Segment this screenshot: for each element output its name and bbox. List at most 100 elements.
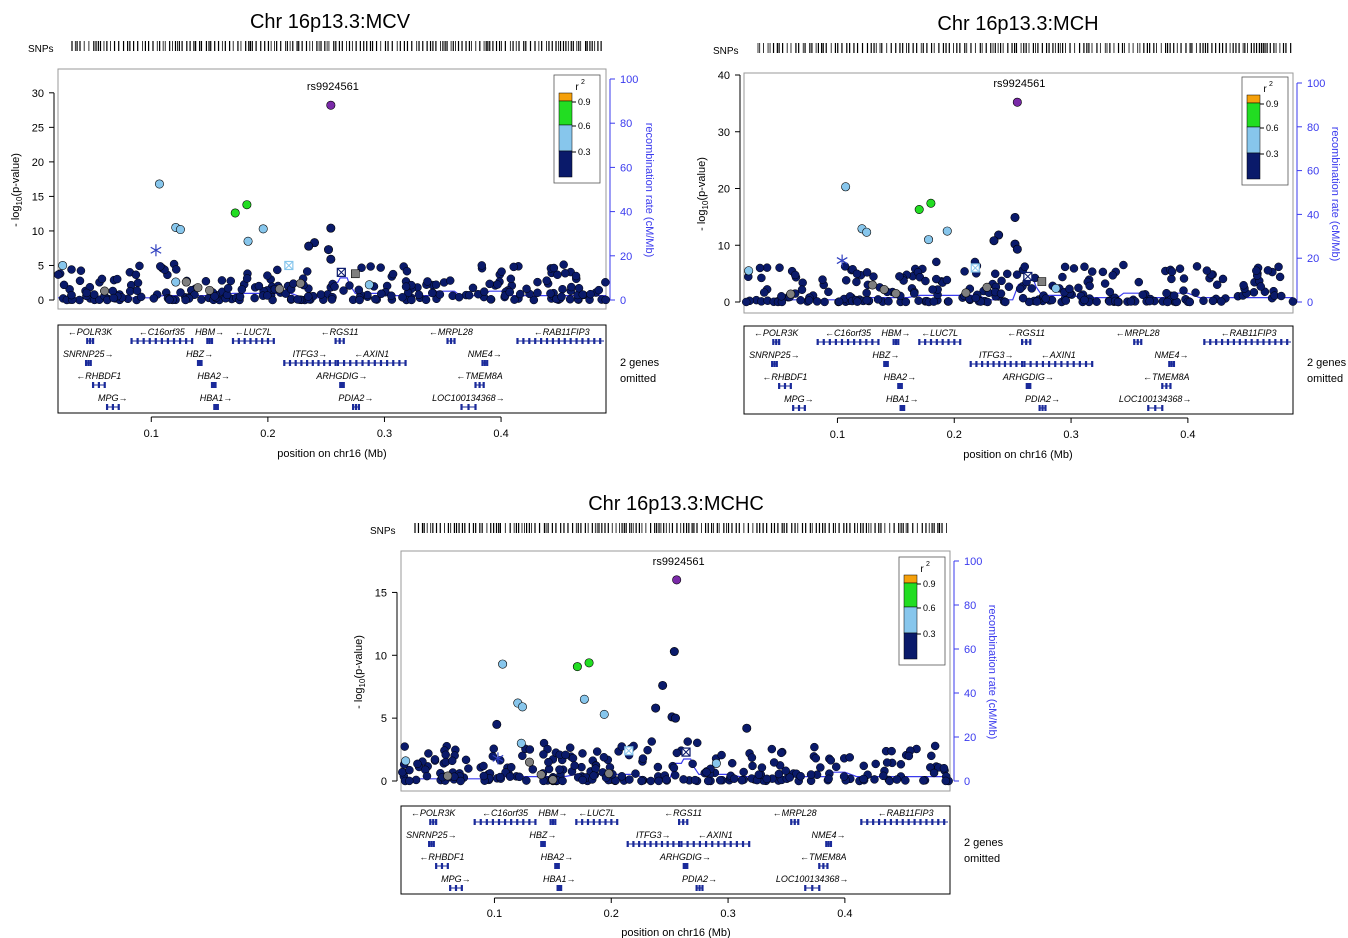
gene-exon xyxy=(528,338,531,344)
legend-tick-label: 0.6 xyxy=(1266,123,1279,133)
x-tick-label: 0.1 xyxy=(144,428,159,440)
snp-point xyxy=(775,263,784,272)
snp-point-highlight xyxy=(879,285,889,295)
snp-point xyxy=(454,292,464,302)
y2-axis: 0 20 40 60 80 100 xyxy=(953,556,982,788)
gene-exon xyxy=(701,885,704,891)
snp-point-highlight xyxy=(651,703,661,713)
snp-point xyxy=(445,276,455,285)
gene-exon xyxy=(428,841,431,847)
y2-tick-label: 40 xyxy=(1307,209,1319,221)
snp-point xyxy=(133,278,143,288)
gene-snrnp25: SNRNP25→ xyxy=(63,349,114,366)
y-axis: 0 10 20 30 40 xyxy=(718,70,741,309)
gene-label: ←MRPL28 xyxy=(1116,328,1160,338)
x-tick-label: 0.2 xyxy=(260,428,275,440)
legend-swatch xyxy=(1246,102,1261,128)
snp-point xyxy=(759,288,769,297)
gene-exon xyxy=(386,360,389,366)
crossed-square-marker xyxy=(681,747,691,757)
gene-label: ←TMEM8A xyxy=(456,371,503,381)
snp-point xyxy=(914,296,923,305)
snp-point xyxy=(702,768,711,777)
snp-point xyxy=(435,290,445,299)
snp-point-highlight xyxy=(1051,283,1061,293)
gene-label: ←RAB11FIP3 xyxy=(1221,328,1277,338)
snp-point-highlight xyxy=(536,770,546,780)
snp-point xyxy=(873,295,883,304)
gene-exon xyxy=(214,382,217,388)
gene-exon xyxy=(711,841,714,847)
x-tick-label: 0.3 xyxy=(720,908,735,920)
gene-exon xyxy=(975,361,978,367)
gene-label: HBM→ xyxy=(538,808,567,818)
snp-point xyxy=(637,776,646,786)
snp-point xyxy=(767,744,777,754)
gene-label: ←RAB11FIP3 xyxy=(878,808,934,818)
snp-point xyxy=(1027,284,1036,293)
r2-legend: r 2 0.9 0.6 0.3 xyxy=(898,556,946,666)
snp-point xyxy=(59,280,69,290)
x-tick-label: 0.4 xyxy=(1180,429,1195,441)
gene-exon xyxy=(581,819,584,825)
gene-exon xyxy=(575,819,578,825)
gene-exon xyxy=(610,819,613,825)
gene-exon xyxy=(1078,361,1081,367)
snp-point-highlight xyxy=(961,288,971,298)
gene-label: HBA1→ xyxy=(886,394,919,404)
snp-point xyxy=(1138,290,1148,300)
snp-point-highlight xyxy=(498,659,508,669)
gene-label: ←AXIN1 xyxy=(1041,350,1076,360)
gene-exon xyxy=(822,339,825,345)
gene-label: ←TMEM8A xyxy=(1143,372,1190,382)
snp-point xyxy=(97,274,107,284)
snp-point xyxy=(941,776,951,786)
gene-label: ←C16orf35 xyxy=(482,808,529,818)
y-tick-label: 0 xyxy=(724,297,730,309)
gene-exon xyxy=(554,863,557,869)
snp-point xyxy=(643,745,652,755)
snp-point xyxy=(560,269,570,278)
snp-point xyxy=(558,776,567,786)
gene-exon xyxy=(1168,361,1171,367)
gene-exon xyxy=(1172,361,1176,367)
snp-point xyxy=(870,775,879,784)
snp-point xyxy=(631,769,640,778)
gene-hba1: HBA1→ xyxy=(886,394,919,411)
snp-point xyxy=(555,765,564,774)
crossed-square-marker xyxy=(970,263,980,273)
gene-exon xyxy=(829,841,833,847)
snp-point xyxy=(754,770,764,779)
snp-point xyxy=(647,737,656,746)
gene-exon xyxy=(1041,405,1044,411)
y2-tick-label: 20 xyxy=(620,251,632,263)
snp-point xyxy=(831,762,841,772)
gene-pdia2: PDIA2→ xyxy=(338,393,373,410)
gene-exon xyxy=(953,339,956,345)
snp-point xyxy=(515,772,524,782)
gene-exon xyxy=(871,339,874,345)
y2-axis-label: recombination rate (cM/Mb) xyxy=(986,605,998,740)
gene-hba2: HBA2→ xyxy=(884,372,916,389)
gene-exon xyxy=(373,360,376,366)
snp-point xyxy=(1275,272,1285,282)
gene-exon xyxy=(541,841,545,847)
snp-point xyxy=(826,756,836,765)
gene-axin1: ←AXIN1 xyxy=(680,830,751,847)
cross-stroke xyxy=(1023,272,1033,281)
snp-point xyxy=(156,262,165,271)
snp-point-highlight xyxy=(744,266,754,276)
snp-point xyxy=(971,293,981,303)
gene-label: ←C16orf35 xyxy=(139,327,186,337)
snp-point xyxy=(896,760,906,769)
lead-snp-label: rs9924561 xyxy=(307,81,359,93)
gene-exon xyxy=(772,339,775,345)
gene-exon xyxy=(818,885,821,891)
snp-point xyxy=(1001,297,1010,307)
gene-label: ←RGS11 xyxy=(321,327,359,337)
gene-exon xyxy=(479,819,482,825)
gene-label: ←RHBDF1 xyxy=(76,371,121,381)
snps-label: SNPs xyxy=(713,46,739,57)
gene-exon xyxy=(97,382,101,388)
scatter-points xyxy=(53,100,610,305)
